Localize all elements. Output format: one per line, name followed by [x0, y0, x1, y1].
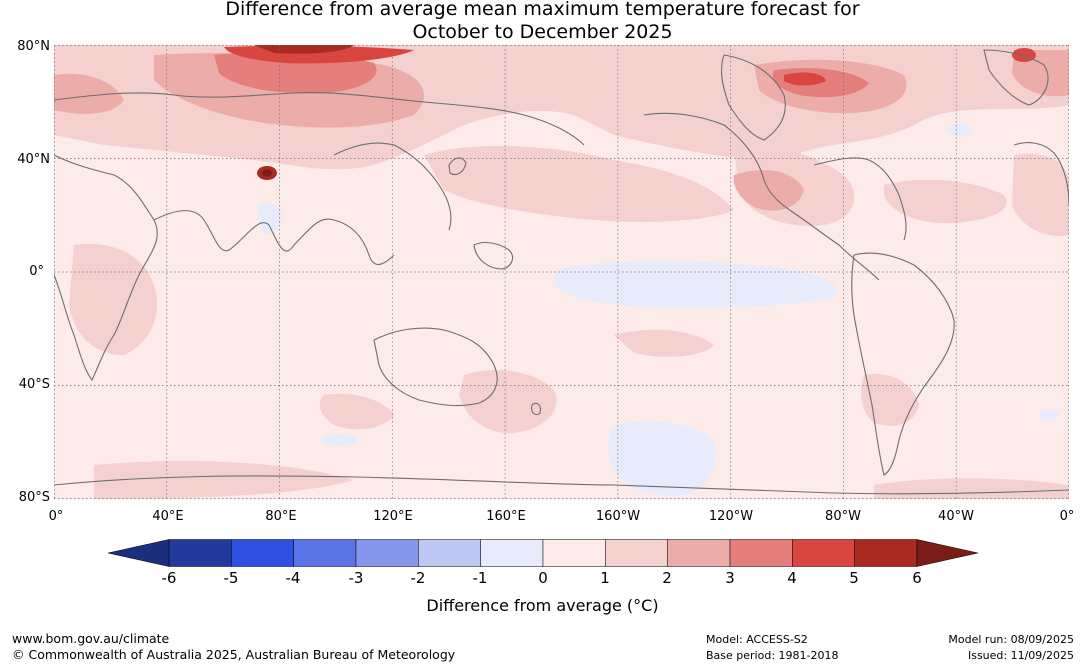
- colorbar-tick: -1: [472, 569, 488, 587]
- graticule: [54, 45, 1069, 499]
- india-cool: [257, 203, 282, 235]
- map-title-line2: October to December 2025: [412, 21, 673, 43]
- atlantic-cool: [947, 124, 971, 136]
- alaska-coastline: [720, 54, 786, 141]
- colorbar-tick: 0: [538, 569, 548, 587]
- lon-label-120w: 120°W: [708, 509, 754, 524]
- footer-website[interactable]: www.bom.gov.au/climate: [12, 631, 170, 646]
- east-asia-coastline: [333, 142, 452, 231]
- colorbar-cell: [542, 539, 606, 567]
- colorbar-tick: -5: [223, 569, 239, 587]
- north-atlantic-warm: [884, 179, 1007, 224]
- indian-ocean-cool: [321, 434, 357, 446]
- lon-label-120e: 120°E: [373, 509, 413, 524]
- footer-copyright: © Commonwealth of Australia 2025, Austra…: [12, 647, 456, 662]
- colorbar-cells: [168, 539, 918, 567]
- arctic-europe-warm: [54, 73, 124, 114]
- lat-label-0: 0°: [29, 264, 44, 279]
- colorbar-cell: [792, 539, 855, 567]
- lon-label-80e: 80°E: [265, 509, 297, 524]
- lat-label-80s: 80°S: [18, 490, 50, 505]
- colorbar-cell: [355, 539, 419, 567]
- lat-label-40n: 40°N: [17, 152, 50, 167]
- southern-ocean-warm-a: [94, 460, 354, 499]
- south-pacific-warm: [614, 329, 714, 357]
- lat-label-40s: 40°S: [18, 377, 50, 392]
- footer-model: Model: ACCESS-S2: [706, 633, 808, 646]
- colorbar-cell: [729, 539, 793, 567]
- equatorial-pacific-cool: [554, 261, 836, 308]
- indian-ocean-warm: [319, 393, 394, 430]
- colorbar-tick: -3: [348, 569, 364, 587]
- colorbar-cell: [231, 539, 294, 567]
- australia-coastline: [373, 327, 498, 407]
- footer-base-period: Base period: 1981-2018: [706, 649, 839, 662]
- colorbar-over-triangle: [916, 539, 979, 567]
- south-atlantic-cool: [1039, 409, 1059, 421]
- colorbar-cell: [854, 539, 918, 567]
- europe-west-coastline: [1013, 142, 1069, 206]
- forecast-map: [54, 45, 1069, 499]
- colorbar: [107, 539, 979, 567]
- colorbar-tick: 3: [725, 569, 735, 587]
- colorbar-tick: -6: [161, 569, 177, 587]
- eurasia-arctic-coastline: [54, 92, 585, 146]
- colorbar-cell: [418, 539, 481, 567]
- europe-warm: [1012, 153, 1069, 236]
- tibet-hotspot-core: [262, 169, 272, 177]
- colorbar-tick: 1: [600, 569, 610, 587]
- south-asia-coastline: [153, 210, 395, 265]
- colorbar-label: Difference from average (°C): [426, 596, 659, 615]
- lon-label-80w: 80°W: [825, 509, 861, 524]
- colorbar-cell: [667, 539, 731, 567]
- anomaly-neg1-0-regions: [257, 124, 1059, 496]
- greenland-coastline: [983, 49, 1049, 106]
- lon-label-0-left: 0°: [48, 509, 64, 524]
- lon-label-40e: 40°E: [152, 509, 184, 524]
- siberia-hot: [214, 52, 377, 94]
- south-pacific-cool: [608, 421, 716, 496]
- lon-label-160e: 160°E: [486, 509, 526, 524]
- forecast-map-svg: [54, 45, 1069, 499]
- colorbar-cell: [605, 539, 668, 567]
- footer-model-run: Model run: 08/09/2025: [948, 633, 1074, 646]
- colorbar-tick: 5: [849, 569, 859, 587]
- arctic-hottest: [254, 45, 354, 54]
- indonesia-coastline: [473, 241, 514, 270]
- south-america-warm: [861, 374, 919, 426]
- lon-label-0-right: 0°: [1059, 509, 1075, 524]
- colorbar-tick: -4: [285, 569, 301, 587]
- map-title-line1: Difference from average mean maximum tem…: [225, 0, 860, 20]
- north-pacific-warm: [424, 145, 734, 222]
- colorbar-cell: [293, 539, 357, 567]
- colorbar-tick: 2: [662, 569, 672, 587]
- coastlines: [54, 49, 1069, 495]
- south-america-coastline: [851, 252, 955, 476]
- colorbar-cell: [168, 539, 232, 567]
- colorbar-tick: 4: [787, 569, 797, 587]
- colorbar-under-triangle: [107, 539, 170, 567]
- africa-coastline: [54, 154, 158, 382]
- lat-label-80n: 80°N: [17, 39, 50, 54]
- colorbar-tick: -2: [410, 569, 426, 587]
- japan-coastline: [448, 157, 467, 176]
- colorbar-cell: [480, 539, 544, 567]
- footer-issued: Issued: 11/09/2025: [967, 649, 1074, 662]
- canada-hottest: [784, 72, 826, 86]
- lon-label-40w: 40°W: [938, 509, 974, 524]
- antarctica-coastline: [54, 475, 1069, 495]
- lon-label-160w: 160°W: [595, 509, 641, 524]
- new-zealand-coastline: [531, 402, 541, 416]
- north-america-west-coastline: [643, 112, 880, 281]
- greenland-hottest: [1012, 48, 1036, 62]
- colorbar-tick: 6: [912, 569, 922, 587]
